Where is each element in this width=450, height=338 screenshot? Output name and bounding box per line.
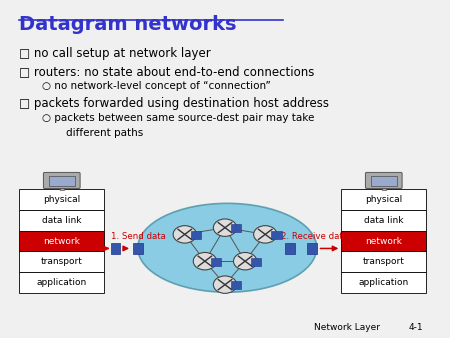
- FancyBboxPatch shape: [365, 172, 402, 189]
- Text: Datagram networks: Datagram networks: [19, 15, 237, 34]
- Text: □ no call setup at network layer: □ no call setup at network layer: [19, 47, 211, 59]
- Bar: [19, 189, 104, 210]
- Text: transport: transport: [41, 257, 83, 266]
- Circle shape: [213, 219, 237, 236]
- Bar: [231, 224, 241, 232]
- Text: physical: physical: [365, 195, 402, 204]
- Bar: [19, 251, 104, 272]
- Bar: [341, 231, 426, 251]
- Bar: [19, 231, 104, 251]
- Bar: [231, 281, 241, 289]
- Bar: [341, 272, 426, 293]
- Bar: [60, 187, 64, 190]
- Text: □ packets forwarded using destination host address: □ packets forwarded using destination ho…: [19, 97, 329, 110]
- Bar: [341, 251, 426, 272]
- Bar: [341, 210, 426, 231]
- Bar: [271, 231, 282, 239]
- Ellipse shape: [138, 203, 317, 292]
- Bar: [111, 243, 120, 254]
- Bar: [19, 272, 104, 293]
- Circle shape: [254, 226, 277, 243]
- Text: application: application: [36, 278, 87, 287]
- Circle shape: [193, 252, 216, 270]
- Text: 1. Send data: 1. Send data: [111, 232, 166, 241]
- Bar: [190, 231, 201, 239]
- Bar: [382, 187, 386, 190]
- Bar: [251, 258, 261, 266]
- Bar: [285, 243, 295, 254]
- Text: □ routers: no state about end-to-end connections: □ routers: no state about end-to-end con…: [19, 65, 315, 78]
- Text: ○ no network-level concept of “connection”: ○ no network-level concept of “connectio…: [42, 81, 270, 91]
- Text: application: application: [359, 278, 409, 287]
- Bar: [370, 176, 397, 186]
- FancyBboxPatch shape: [44, 172, 80, 189]
- Bar: [19, 210, 104, 231]
- Bar: [133, 243, 143, 254]
- Bar: [307, 243, 317, 254]
- Text: physical: physical: [43, 195, 81, 204]
- Bar: [49, 176, 75, 186]
- Bar: [341, 189, 426, 210]
- Text: network: network: [365, 237, 402, 246]
- Circle shape: [234, 252, 257, 270]
- Circle shape: [173, 226, 196, 243]
- Text: different paths: different paths: [66, 128, 144, 138]
- Text: Network Layer: Network Layer: [315, 322, 380, 332]
- Text: network: network: [43, 237, 80, 246]
- Text: 2. Receive data: 2. Receive data: [281, 232, 348, 241]
- Circle shape: [213, 276, 237, 293]
- Text: 4-1: 4-1: [408, 322, 423, 332]
- Text: transport: transport: [363, 257, 405, 266]
- Bar: [211, 258, 221, 266]
- Text: data link: data link: [42, 216, 81, 225]
- Text: data link: data link: [364, 216, 404, 225]
- Text: ○ packets between same source-dest pair may take: ○ packets between same source-dest pair …: [42, 113, 314, 123]
